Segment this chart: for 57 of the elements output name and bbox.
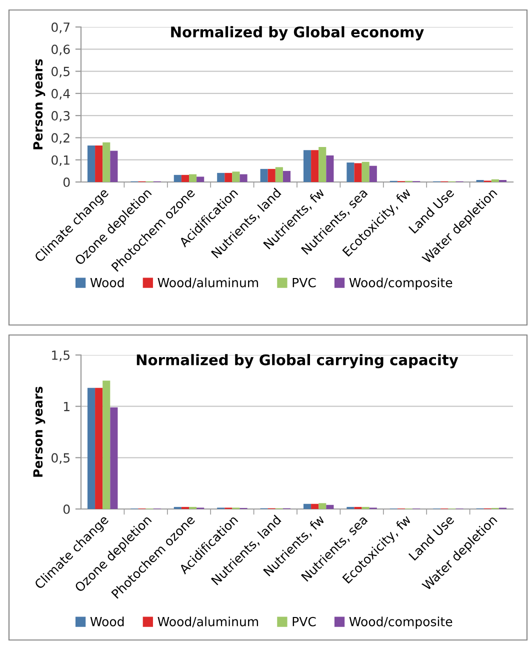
y-tick-label: 0,4 [52, 88, 70, 100]
bar [318, 503, 326, 509]
legend-label: Wood [90, 278, 124, 288]
bar [311, 150, 319, 182]
bar [369, 166, 377, 182]
legend-label: Wood/aluminum [158, 616, 258, 628]
y-axis-title: Person years [33, 386, 46, 477]
bar [318, 147, 326, 182]
chart-title: Normalized by Global economy [171, 26, 424, 40]
bar [189, 174, 197, 182]
bar [268, 168, 276, 182]
y-tick-label: 0,3 [52, 111, 70, 122]
bar [491, 179, 499, 182]
bar [102, 380, 110, 509]
y-tick-label: 1,5 [52, 350, 70, 362]
bar [303, 504, 312, 509]
bar [240, 174, 248, 182]
bar [95, 145, 103, 182]
y-tick-label: 0 [63, 504, 70, 514]
bar [362, 162, 370, 182]
bar [224, 172, 232, 182]
bar [95, 388, 103, 509]
legend-label: PVC [292, 616, 316, 626]
bar [196, 176, 204, 182]
legend-label: PVC [292, 278, 316, 288]
y-tick-label: 0,1 [52, 155, 70, 166]
bar [217, 172, 225, 182]
chart-title: Normalized by Global carrying capacity [136, 354, 458, 368]
y-axis-title: Person years [33, 59, 46, 150]
y-tick-label: 0,2 [52, 133, 70, 144]
bar [87, 388, 96, 509]
bar [181, 174, 189, 182]
y-tick-label: 0 [63, 177, 70, 187]
bar [87, 145, 96, 182]
bar [311, 504, 319, 509]
bar [275, 167, 283, 182]
bar [326, 504, 334, 509]
bar [110, 150, 118, 182]
legend-label: Wood [90, 616, 124, 626]
bar [174, 174, 182, 182]
y-tick-label: 0,5 [52, 453, 70, 464]
bar [232, 172, 240, 182]
y-tick-label: 1 [64, 402, 70, 412]
bar [354, 163, 362, 182]
bar [282, 170, 291, 182]
y-tick-label: 0,6 [52, 44, 70, 56]
bar [260, 168, 268, 182]
bar [346, 162, 354, 182]
bar [326, 155, 334, 182]
legend-label: Wood/composite [349, 278, 452, 290]
legend-label: Wood/aluminum [158, 278, 258, 288]
legend-label: Wood/composite [349, 616, 452, 629]
bar [303, 150, 312, 182]
bar [110, 407, 118, 509]
bar [102, 142, 110, 182]
y-tick-label: 0,7 [52, 22, 70, 34]
y-tick-label: 0,5 [52, 66, 70, 78]
